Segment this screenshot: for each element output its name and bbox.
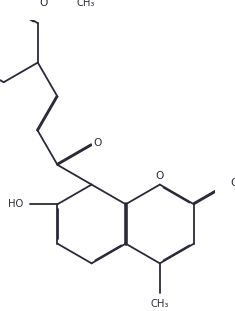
Text: O: O — [93, 138, 101, 148]
Text: O: O — [230, 178, 235, 188]
Text: O: O — [156, 171, 164, 181]
Text: HO: HO — [8, 199, 24, 209]
Text: CH₃: CH₃ — [77, 0, 95, 8]
Text: CH₃: CH₃ — [151, 299, 169, 309]
Text: O: O — [40, 0, 48, 8]
